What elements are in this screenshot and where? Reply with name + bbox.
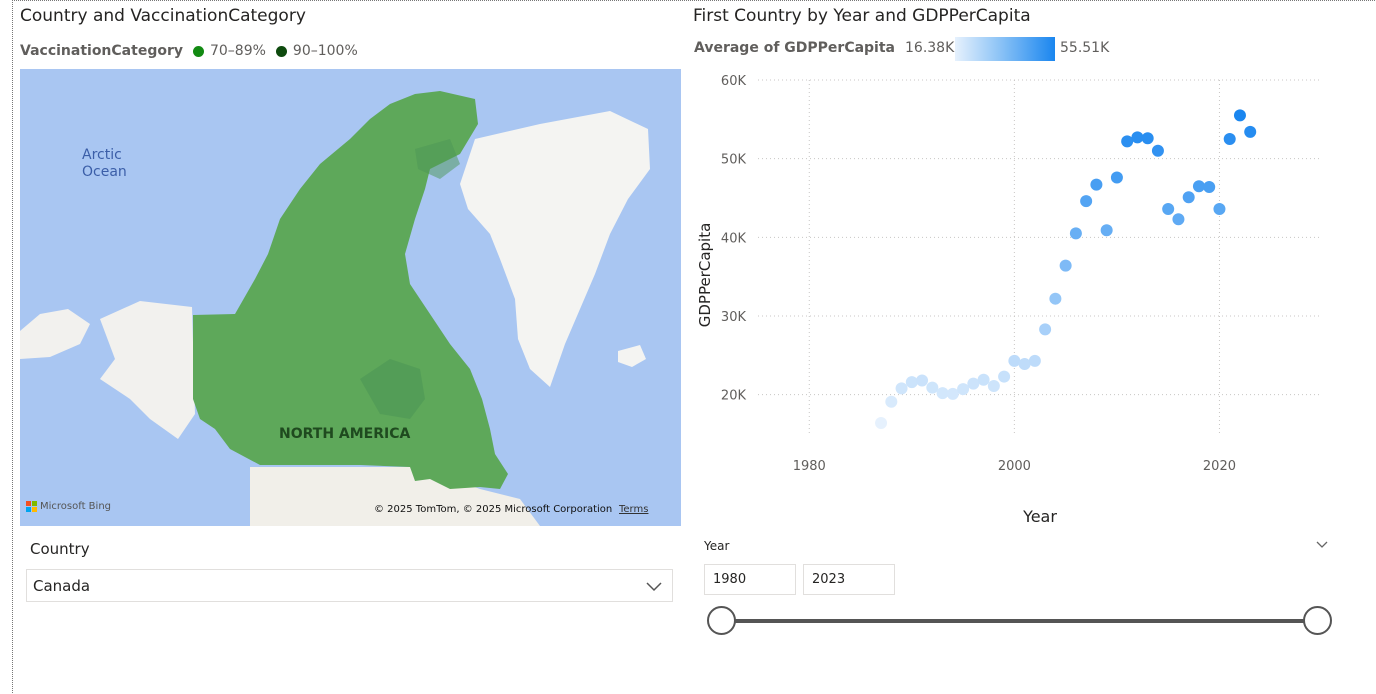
data-point[interactable] bbox=[875, 416, 888, 429]
data-point[interactable] bbox=[967, 377, 980, 390]
map-copyright: © 2025 TomTom, © 2025 Microsoft Corporat… bbox=[374, 504, 613, 515]
data-point[interactable] bbox=[1121, 135, 1134, 148]
x-axis-label: Year bbox=[1022, 507, 1057, 526]
data-point[interactable] bbox=[977, 373, 990, 386]
data-point[interactable] bbox=[885, 395, 898, 408]
country-dropdown[interactable]: Canada bbox=[26, 569, 673, 602]
data-point[interactable] bbox=[1059, 259, 1072, 272]
data-point[interactable] bbox=[1192, 180, 1205, 193]
microsoft-logo-icon bbox=[26, 501, 37, 512]
scatter-legend: Average of GDPPerCapita 16.38K bbox=[694, 40, 958, 56]
x-tick-label: 1980 bbox=[793, 459, 826, 474]
alaska-land bbox=[100, 301, 195, 439]
data-point[interactable] bbox=[957, 383, 970, 396]
chevron-down-icon[interactable] bbox=[1313, 535, 1331, 557]
y-axis-label: GDPPerCapita bbox=[696, 223, 714, 328]
y-tick-label: 60K bbox=[721, 74, 747, 89]
legend-swatch-90-100 bbox=[275, 45, 287, 57]
year-slider-track[interactable] bbox=[722, 619, 1318, 623]
greenland-land bbox=[460, 111, 650, 387]
country-slicer-header: Country bbox=[30, 540, 90, 558]
iceland-land bbox=[618, 345, 646, 367]
year-slider-start-handle[interactable] bbox=[707, 606, 736, 635]
map-legend: VaccinationCategory 70–89% 90–100% bbox=[20, 43, 362, 59]
data-point[interactable] bbox=[1162, 203, 1175, 216]
data-point[interactable] bbox=[1039, 323, 1052, 336]
data-point[interactable] bbox=[1141, 132, 1154, 145]
data-point[interactable] bbox=[1203, 180, 1216, 193]
year-slicer-header: Year bbox=[704, 539, 730, 553]
region-label: NORTH AMERICA bbox=[279, 426, 411, 442]
scatter-legend-max-wrap: 55.51K bbox=[1060, 40, 1113, 56]
scatter-legend-min: 16.38K bbox=[905, 40, 955, 56]
map-legend-title: VaccinationCategory bbox=[20, 43, 183, 59]
chart-points bbox=[875, 109, 1257, 429]
x-tick-label: 2000 bbox=[998, 459, 1031, 474]
report-canvas bbox=[12, 0, 1375, 693]
data-point[interactable] bbox=[1151, 144, 1164, 157]
bing-label: Microsoft Bing bbox=[40, 501, 112, 512]
map-graphic bbox=[20, 69, 681, 526]
data-point[interactable] bbox=[1131, 131, 1144, 144]
x-axis-ticks: 1980 2000 2020 bbox=[793, 459, 1236, 474]
data-point[interactable] bbox=[1182, 191, 1195, 204]
chevron-down-icon[interactable] bbox=[644, 576, 664, 600]
scatter-legend-max: 55.51K bbox=[1060, 40, 1110, 56]
arctic-islands-shade bbox=[415, 139, 460, 179]
scatter-chart[interactable]: 20K 30K 40K 50K 60K 1980 2000 2020 Year GDPPer… bbox=[690, 60, 1350, 530]
ocean-label-arctic: Arctic bbox=[82, 147, 122, 163]
data-point[interactable] bbox=[1244, 125, 1257, 138]
year-to-input[interactable]: 2023 bbox=[803, 564, 895, 595]
data-point[interactable] bbox=[1100, 224, 1113, 237]
color-gradient-bar bbox=[955, 37, 1055, 61]
data-point[interactable] bbox=[1110, 171, 1123, 184]
data-point[interactable] bbox=[1008, 354, 1021, 367]
year-from-input[interactable]: 1980 bbox=[704, 564, 796, 595]
data-point[interactable] bbox=[1028, 354, 1041, 367]
scatter-visual-title: First Country by Year and GDPPerCapita bbox=[693, 6, 1031, 26]
hudson-bay-shade bbox=[360, 359, 425, 419]
data-point[interactable] bbox=[916, 374, 929, 387]
year-slider-end-handle[interactable] bbox=[1303, 606, 1332, 635]
chart-gridlines bbox=[758, 79, 1322, 434]
y-tick-label: 40K bbox=[721, 231, 747, 246]
y-tick-label: 50K bbox=[721, 153, 747, 168]
data-point[interactable] bbox=[1069, 227, 1082, 240]
ocean-label-ocean: Ocean bbox=[82, 164, 127, 180]
data-point[interactable] bbox=[926, 381, 939, 394]
data-point[interactable] bbox=[895, 382, 908, 395]
y-tick-label: 30K bbox=[721, 310, 747, 325]
data-point[interactable] bbox=[998, 370, 1011, 383]
data-point[interactable] bbox=[1080, 195, 1093, 208]
data-point[interactable] bbox=[1090, 178, 1103, 191]
usa-land bbox=[250, 467, 540, 526]
map-terms-link[interactable]: Terms bbox=[619, 504, 649, 515]
data-point[interactable] bbox=[1049, 292, 1062, 305]
legend-label-70-89: 70–89% bbox=[209, 43, 266, 59]
scatter-legend-title: Average of GDPPerCapita bbox=[694, 40, 895, 56]
canada-region[interactable] bbox=[193, 91, 508, 489]
y-tick-label: 20K bbox=[721, 389, 747, 404]
map-visual-title: Country and VaccinationCategory bbox=[20, 6, 306, 26]
data-point[interactable] bbox=[946, 387, 959, 400]
data-point[interactable] bbox=[1223, 133, 1236, 145]
data-point[interactable] bbox=[1172, 213, 1185, 226]
map-canvas[interactable]: Arctic Ocean NORTH AMERICA Microsoft Bin… bbox=[20, 69, 681, 526]
data-point[interactable] bbox=[1018, 357, 1031, 370]
legend-swatch-70-89 bbox=[192, 45, 204, 57]
data-point[interactable] bbox=[1233, 109, 1246, 122]
data-point[interactable] bbox=[987, 380, 1000, 393]
legend-label-90-100: 90–100% bbox=[292, 43, 358, 59]
data-point[interactable] bbox=[905, 376, 918, 389]
siberia-land bbox=[20, 309, 90, 359]
bing-logo: Microsoft Bing bbox=[26, 501, 111, 512]
y-axis-ticks: 20K 30K 40K 50K 60K bbox=[721, 74, 747, 404]
x-tick-label: 2020 bbox=[1203, 459, 1236, 474]
country-dropdown-value: Canada bbox=[33, 576, 91, 595]
data-point[interactable] bbox=[1213, 203, 1226, 216]
data-point[interactable] bbox=[936, 387, 949, 400]
